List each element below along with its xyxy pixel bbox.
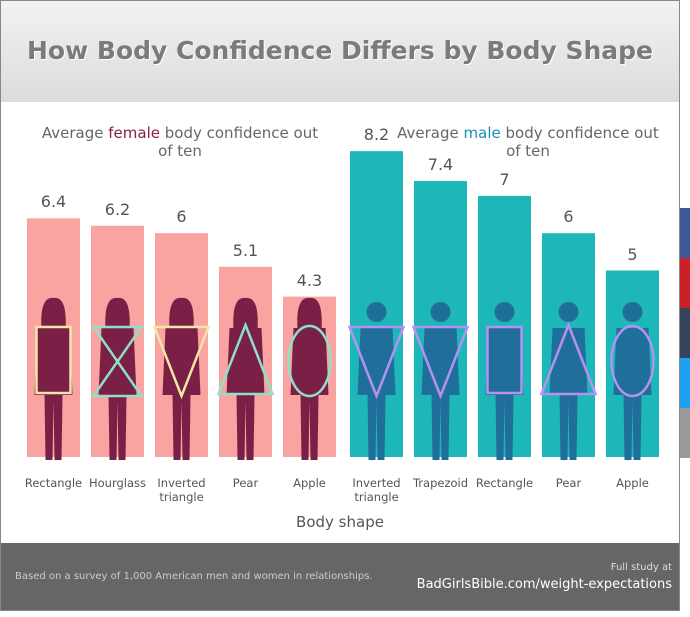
header-band [0, 0, 680, 102]
value-label: 6.2 [104, 199, 131, 219]
category-label: Inverted triangle [157, 476, 206, 504]
group-label-part: body confidence out of ten [158, 124, 319, 160]
figure-body [613, 328, 652, 460]
group-label-part: male [463, 124, 501, 142]
shape-outline [91, 325, 144, 398]
category-label: Pear [232, 476, 259, 490]
value-label: 7 [499, 169, 510, 189]
shape-outline [486, 325, 523, 395]
footer-cta: Full study at [610, 562, 672, 573]
shape-outline [539, 321, 598, 396]
shape-outline [411, 325, 470, 400]
figure-body [98, 328, 137, 460]
category-label: Inverted triangle [352, 476, 401, 504]
shape-outline [287, 324, 332, 398]
frame [0, 0, 680, 611]
value-label: 5 [627, 244, 638, 264]
social-more[interactable] [680, 408, 690, 458]
shape-outline [610, 324, 655, 398]
social-tumblr[interactable] [680, 308, 690, 358]
value-label: 6.4 [40, 192, 67, 212]
footer-note: Based on a survey of 1,000 American men … [15, 571, 373, 582]
group-label: Average male body confidence out of ten [388, 124, 668, 160]
body-figure [216, 297, 275, 460]
category-label: Rectangle [475, 476, 534, 490]
group-label-part: Average [41, 124, 109, 142]
body-figure [34, 297, 73, 460]
body-figure [91, 297, 144, 460]
body-figure [485, 302, 524, 460]
figure-hair [105, 297, 130, 330]
value-label: 6 [176, 207, 187, 227]
figure-head [494, 302, 515, 322]
figure-hair [41, 297, 66, 330]
value-label: 5.1 [232, 240, 259, 260]
figure-head [366, 302, 387, 322]
body-figure [152, 297, 211, 460]
social-pinterest[interactable] [680, 258, 690, 308]
value-label: 8.2 [363, 125, 390, 145]
value-label: 4.3 [296, 270, 323, 290]
body-figure [610, 302, 655, 460]
figure-hair [297, 297, 322, 330]
group-label-part: Average [397, 124, 464, 142]
body-figure [411, 302, 470, 460]
x-axis-label: Body shape [296, 513, 384, 531]
figure-hair [169, 297, 194, 330]
value-label: 7.4 [427, 154, 454, 174]
group-label-part: female [108, 124, 160, 142]
group-label: Average female body confidence out of te… [40, 124, 320, 160]
category-label: Apple [616, 476, 649, 490]
footer-band [0, 543, 680, 611]
body-figure [287, 297, 332, 460]
category-label: Hourglass [88, 476, 147, 490]
figure-head [622, 302, 643, 322]
social-twitter[interactable] [680, 358, 690, 408]
shape-outline [152, 325, 211, 400]
group-label-part: body confidence out of ten [500, 124, 659, 160]
body-figure [347, 302, 406, 460]
value-label: 6 [563, 207, 574, 227]
category-label: Apple [293, 476, 326, 490]
shape-outline [347, 325, 406, 400]
shape-outline [216, 321, 275, 396]
shape-outline [35, 325, 72, 395]
figure-head [558, 302, 579, 322]
footer-link[interactable]: BadGirlsBible.com/weight-expectations [416, 577, 672, 592]
chart-title: How Body Confidence Differs by Body Shap… [27, 36, 653, 65]
body-figure [539, 302, 598, 460]
social-facebook[interactable] [680, 208, 690, 258]
figure-hair [233, 297, 258, 330]
category-label: Trapezoid [412, 476, 469, 490]
category-label: Pear [555, 476, 582, 490]
figure-body [290, 328, 329, 460]
figure-head [430, 302, 451, 322]
category-label: Rectangle [24, 476, 83, 490]
